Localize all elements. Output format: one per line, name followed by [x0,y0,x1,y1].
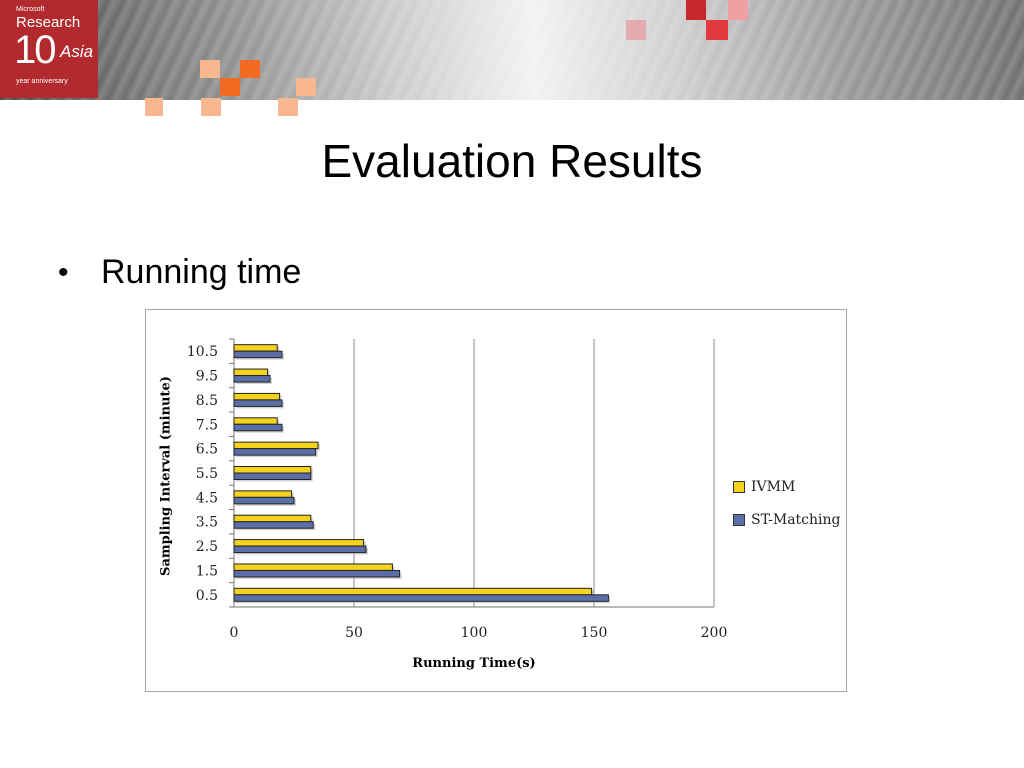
decor-square [296,78,316,96]
bar-st-matching [233,423,283,432]
y-tick-label: 9.5 [196,369,218,385]
y-tick-label: 3.5 [196,515,218,531]
logo-asia: Asia [60,42,94,61]
chart-legend: IVMM ST-Matching [733,477,840,543]
decor-square [706,20,728,40]
y-tick-label: 10.5 [187,344,218,360]
decor-square [145,98,163,116]
bar-st-matching [233,399,283,407]
bar-st-matching [233,521,314,529]
bar-st-matching [233,448,317,456]
x-tick-label: 200 [701,625,728,641]
bullet-running-time: Running time [101,253,302,291]
bar-st-matching [233,569,401,578]
bar-ivmm [233,368,269,377]
bar-st-matching [233,496,295,505]
x-tick-label: 100 [461,625,488,641]
bar-ivmm [233,514,312,523]
msr-logo: Microsoft Research 10 Asia year annivers… [0,0,98,98]
y-axis-label: Sampling Interval (minute) [158,376,174,576]
x-tick-label: 50 [345,625,363,641]
bar-st-matching [233,375,271,383]
slide-title: Evaluation Results [321,135,703,187]
banner-rays [0,0,1024,100]
bar-ivmm [233,587,593,596]
decor-square [686,0,706,20]
bar-ivmm [233,490,293,498]
bar-ivmm [233,466,312,474]
legend-swatch-st-matching [733,514,745,526]
x-axis-label: Running Time(s) [412,656,536,671]
y-tick-label: 6.5 [196,442,218,458]
y-tick-label: 2.5 [196,539,218,555]
decor-square [240,60,260,78]
y-tick-label: 7.5 [196,417,218,433]
bar-ivmm [233,392,281,401]
bar-ivmm [233,539,365,547]
bar-st-matching [233,545,367,554]
x-tick-label: 150 [581,625,608,641]
decor-square [728,0,748,20]
legend-label-ivmm: IVMM [751,479,796,495]
bar-ivmm [233,563,393,571]
logo-tagline: year anniversary [16,78,68,85]
header-banner: Microsoft Research 10 Asia year annivers… [0,0,1024,100]
legend-item-ivmm: IVMM [733,477,840,497]
y-tick-label: 5.5 [196,466,218,482]
decor-square [626,20,646,40]
bar-ivmm [233,344,278,352]
logo-research: Research [16,14,81,31]
decor-square [201,98,221,116]
decor-square [220,78,240,96]
y-tick-label: 8.5 [196,393,218,409]
x-tick-label: 0 [230,625,239,641]
logo-company: Microsoft [16,6,45,13]
decor-square [200,60,220,78]
bar-st-matching [233,472,312,480]
legend-swatch-ivmm [733,481,745,493]
logo-number: 10 [14,28,56,72]
y-tick-label: 1.5 [196,563,218,579]
bullet-dot-icon: • [58,256,69,289]
bar-ivmm [233,417,278,425]
decor-square [278,98,298,116]
y-tick-label: 4.5 [196,490,218,506]
bar-st-matching [233,594,609,602]
bar-st-matching [233,350,283,359]
legend-label-st-matching: ST-Matching [751,512,841,528]
bar-ivmm [233,441,319,450]
legend-item-st-matching: ST-Matching [733,510,840,530]
y-tick-label: 0.5 [196,588,218,604]
